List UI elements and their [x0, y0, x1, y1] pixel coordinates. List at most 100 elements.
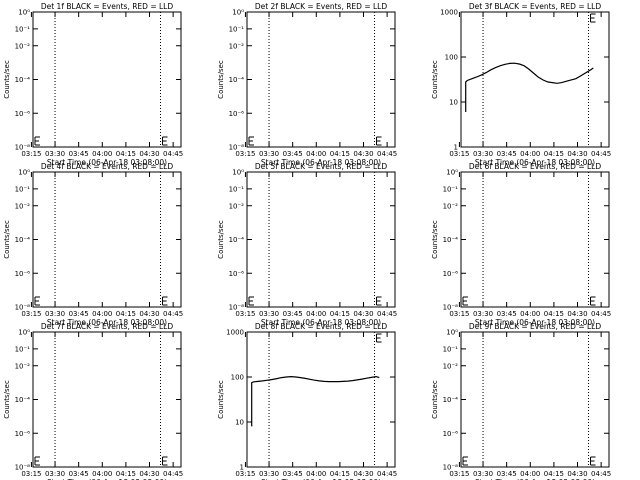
y-tick-label: 10⁻⁶ — [15, 430, 31, 438]
x-tick-label: 03:15 — [21, 470, 41, 478]
chart-panel-9: Det 9f BLACK = Events, RED = LLD 10⁻⁸ 10⁻⁶… — [431, 322, 611, 480]
chart-title: Det 6f BLACK = Events, RED = LLD — [469, 162, 602, 171]
y-tick-label: 10⁻¹ — [443, 345, 459, 353]
x-tick-label: 04:30 — [567, 310, 587, 318]
y-tick-label: 10⁻¹ — [15, 345, 31, 353]
y-tick-label: 10⁻⁴ — [15, 76, 31, 84]
y-tick-label: 10⁰ — [232, 169, 244, 177]
y-tick-label: 10⁻¹ — [15, 185, 31, 193]
y-tick-label: 10⁻² — [229, 202, 245, 210]
plot-frame — [460, 11, 610, 148]
x-tick-label: 03:45 — [497, 310, 517, 318]
x-tick-label: 03:30 — [259, 310, 279, 318]
x-tick-label: 04:00 — [520, 150, 540, 158]
error-bar-marker — [162, 456, 168, 466]
x-axis-label: Start Time (06-Apr-18 03:08:00) — [47, 158, 167, 167]
y-tick-label: 10⁻⁴ — [229, 76, 245, 84]
x-tick-label: 04:00 — [92, 470, 112, 478]
y-axis-label: Counts/sec — [217, 220, 225, 259]
error-bar-marker — [376, 296, 382, 306]
y-tick-label: 10⁻⁴ — [443, 396, 459, 404]
x-tick-label: 04:00 — [520, 310, 540, 318]
x-tick-label: 04:00 — [306, 310, 326, 318]
chart-title: Det 7f BLACK = Events, RED = LLD — [41, 322, 174, 331]
y-tick-label: 10⁻⁸ — [15, 464, 31, 472]
y-tick-label: 10⁻⁸ — [443, 464, 459, 472]
y-tick-label: 10⁻² — [443, 362, 459, 370]
x-tick-label: 03:30 — [45, 470, 65, 478]
y-axis-label: Counts/sec — [217, 60, 225, 99]
y-tick-label: 10 — [449, 99, 458, 107]
x-tick-label: 04:00 — [92, 150, 112, 158]
y-tick-label: 10⁻⁶ — [15, 270, 31, 278]
y-tick-label: 10⁻⁸ — [443, 304, 459, 312]
chart-panel-4: Det 4f BLACK = Events, RED = LLD 10⁻⁸ 10⁻⁶… — [3, 162, 183, 327]
y-tick-label: 10⁰ — [18, 329, 30, 337]
count-rate-line — [465, 62, 594, 112]
x-tick-label: 04:15 — [330, 470, 350, 478]
x-tick-label: 03:45 — [283, 470, 303, 478]
error-bar-marker — [590, 456, 596, 466]
x-tick-label: 04:15 — [544, 310, 564, 318]
y-tick-label: 10⁻⁸ — [15, 304, 31, 312]
x-tick-label: 04:45 — [163, 150, 183, 158]
x-tick-label: 03:30 — [45, 150, 65, 158]
chart-title: Det 3f BLACK = Events, RED = LLD — [469, 2, 602, 11]
x-tick-label: 04:00 — [520, 470, 540, 478]
y-tick-label: 10⁻¹ — [229, 25, 245, 33]
chart-title: Det 4f BLACK = Events, RED = LLD — [41, 162, 174, 171]
x-axis-label: Start Time (06-Apr-18 03:08:00) — [475, 478, 595, 480]
y-tick-label: 10⁰ — [446, 169, 458, 177]
x-axis-label: Start Time (06-Apr-18 03:08:00) — [261, 318, 381, 327]
x-tick-label: 04:45 — [163, 310, 183, 318]
x-tick-label: 03:15 — [235, 310, 255, 318]
x-tick-label: 03:45 — [69, 470, 89, 478]
y-tick-label: 10⁻⁴ — [229, 236, 245, 244]
y-tick-label: 10⁻⁶ — [443, 270, 459, 278]
y-tick-label: 10⁰ — [18, 169, 30, 177]
x-tick-label: 04:45 — [591, 150, 611, 158]
chart-panel-2: Det 2f BLACK = Events, RED = LLD 10⁻⁸ 10⁻⁶… — [217, 2, 397, 167]
chart-panel-3: Det 3f BLACK = Events, RED = LLD 1 10 100 10… — [431, 2, 611, 167]
x-tick-label: 04:15 — [116, 310, 136, 318]
x-axis-label: Start Time (06-Apr-18 03:08:00) — [261, 478, 381, 480]
y-tick-label: 10⁻² — [15, 42, 31, 50]
x-tick-label: 03:15 — [449, 150, 469, 158]
error-bar-marker — [162, 296, 168, 306]
y-axis-label: Counts/sec — [431, 380, 439, 419]
x-tick-label: 03:45 — [69, 150, 89, 158]
x-tick-label: 04:30 — [567, 470, 587, 478]
y-tick-label: 10⁻⁴ — [443, 236, 459, 244]
y-tick-label: 10⁻⁶ — [229, 270, 245, 278]
x-tick-label: 04:30 — [353, 150, 373, 158]
y-tick-label: 10⁻¹ — [229, 185, 245, 193]
x-axis-label: Start Time (06-Apr-18 03:08:00) — [475, 318, 595, 327]
y-tick-label: 10⁰ — [232, 9, 244, 17]
x-tick-label: 03:45 — [497, 150, 517, 158]
chart-panel-7: Det 7f BLACK = Events, RED = LLD 10⁻⁸ 10⁻⁶… — [3, 322, 183, 480]
y-axis-label: Counts/sec — [217, 380, 225, 419]
chart-title: Det 9f BLACK = Events, RED = LLD — [469, 322, 602, 331]
y-tick-label: 10⁻² — [229, 42, 245, 50]
x-tick-label: 03:45 — [283, 310, 303, 318]
y-axis-label: Counts/sec — [3, 220, 11, 259]
x-tick-label: 03:30 — [473, 470, 493, 478]
y-tick-label: 1000 — [226, 329, 244, 337]
y-tick-label: 10⁻⁸ — [229, 144, 245, 152]
x-tick-label: 04:00 — [306, 150, 326, 158]
x-axis-label: Start Time (06-Apr-18 03:08:00) — [47, 318, 167, 327]
error-bar-marker — [462, 456, 468, 466]
chart-panel-6: Det 6f BLACK = Events, RED = LLD 10⁻⁸ 10⁻⁶… — [431, 162, 611, 327]
error-bar-marker — [590, 13, 596, 23]
error-bar-marker — [462, 296, 468, 306]
x-tick-label: 03:45 — [283, 150, 303, 158]
y-tick-label: 10⁻⁶ — [15, 110, 31, 118]
x-tick-label: 04:00 — [92, 310, 112, 318]
y-tick-label: 1 — [454, 144, 458, 152]
x-tick-label: 03:30 — [45, 310, 65, 318]
chart-panel-1: Det 1f BLACK = Events, RED = LLD 10⁻⁸ 10⁻⁶… — [3, 2, 183, 167]
x-tick-label: 03:15 — [235, 150, 255, 158]
chart-title: Det 8f BLACK = Events, RED = LLD — [255, 322, 388, 331]
y-tick-label: 10⁻² — [443, 202, 459, 210]
